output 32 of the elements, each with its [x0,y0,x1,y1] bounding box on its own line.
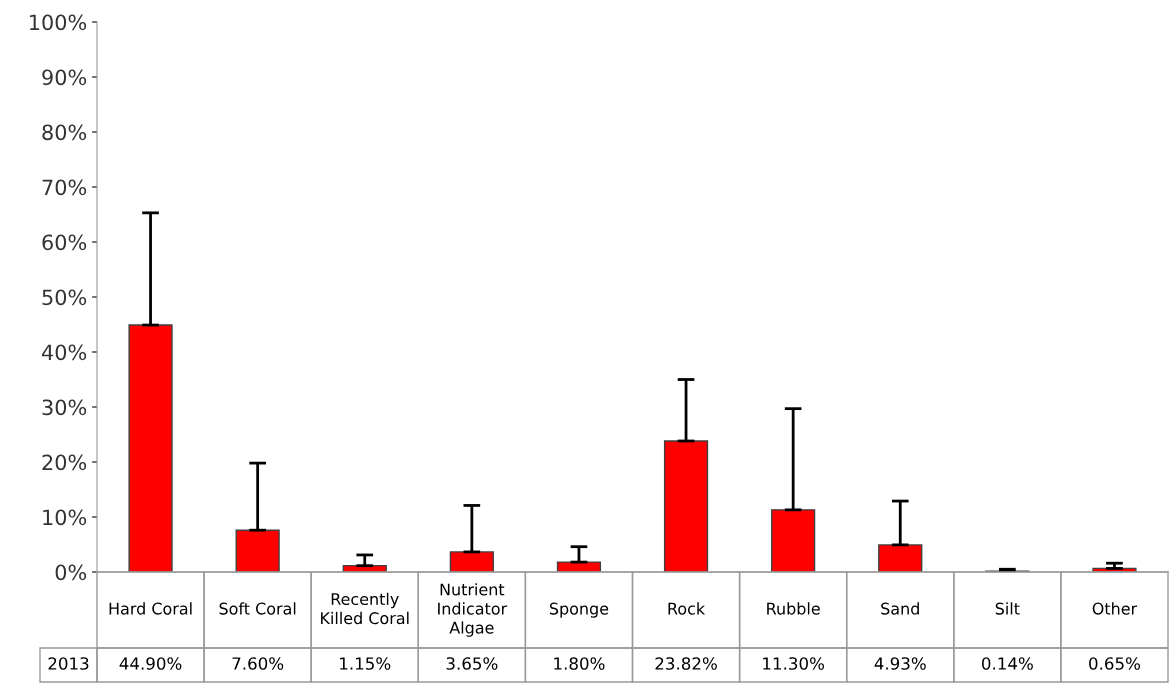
x-tick-label: Silt [995,602,1020,615]
y-tick-label: 40% [41,344,87,361]
x-tick-label: Rock [668,602,706,615]
data-label: 1.15% [340,657,391,670]
y-tick-label: 90% [42,69,87,86]
text: 2013 [48,657,89,670]
data-label: 3.65% [446,657,498,670]
data-label: 0.65% [1089,657,1140,670]
x-tick-label: Nutrient Indicator Algae [438,583,508,637]
y-tick-label: 60% [42,234,87,251]
data-label: 23.82% [655,657,717,670]
y-tick-label: 20% [42,454,87,471]
x-tick-label: Sand [881,602,919,615]
x-tick-label: Hard Coral [109,602,192,615]
x-tick-label: Recently Killed Coral [321,592,409,625]
y-tick-label: 100% [30,14,87,31]
data-label: 1.80% [554,657,605,670]
x-tick-label: Sponge [549,602,609,618]
y-tick-label: 70% [42,179,87,196]
y-tick-label: 0% [55,564,87,581]
y-tick-label: 10% [43,509,87,526]
data-label: 7.60% [232,657,284,670]
data-label: 4.93% [874,657,926,670]
y-tick-label: 80% [42,124,87,141]
data-label: 44.90% [119,657,182,670]
data-label: 11.30% [763,657,825,670]
x-tick-label: Other [1092,602,1138,615]
data-label: 0.14% [981,657,1033,670]
x-tick-label: Soft Coral [219,602,296,615]
y-tick-label: 30% [42,399,87,416]
y-tick-label: 50% [42,289,87,306]
x-tick-label: Rubble [767,602,820,615]
